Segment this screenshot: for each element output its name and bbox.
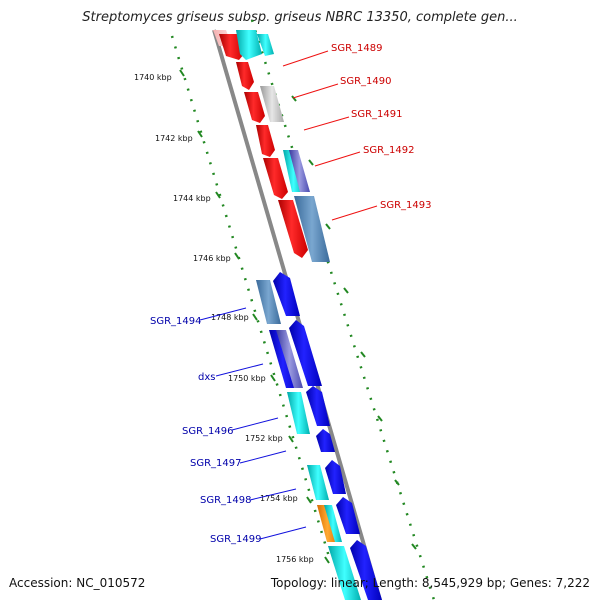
gene-label-sgr-1499[interactable]: SGR_1499: [210, 534, 262, 545]
gene-block[interactable]: [336, 497, 360, 534]
scale-label: 1752 kbp: [245, 434, 283, 443]
genome-title: Streptomyces griseus subsp. griseus NBRC…: [82, 10, 518, 25]
gene-block[interactable]: [263, 158, 288, 199]
gene-block[interactable]: [289, 150, 310, 192]
scale-label: 1744 kbp: [173, 194, 211, 203]
gene-label-sgr-1498[interactable]: SGR_1498: [200, 495, 252, 506]
leader-line: [282, 50, 329, 67]
gene-label-sgr-1494[interactable]: SGR_1494: [150, 316, 202, 327]
gene-block[interactable]: [307, 465, 329, 500]
forward-strand-outer-lane: [236, 30, 330, 262]
gene-label-sgr-1489[interactable]: SGR_1489: [331, 43, 383, 54]
forward-gene-labels: SGR_1489 SGR_1490 SGR_1491 SGR_1492 SGR_…: [282, 43, 432, 221]
gene-block[interactable]: [294, 196, 330, 262]
gene-block[interactable]: [236, 62, 254, 90]
leader-line: [259, 526, 307, 540]
scale-labels: 1740 kbp 1742 kbp 1744 kbp 1746 kbp 1748…: [134, 73, 314, 564]
gene-label-sgr-1492[interactable]: SGR_1492: [363, 145, 415, 156]
gene-block[interactable]: [324, 505, 342, 542]
scale-label: 1748 kbp: [211, 313, 249, 322]
leader-line: [314, 151, 361, 167]
gene-block[interactable]: [257, 34, 274, 56]
leader-line: [331, 205, 378, 221]
gene-block[interactable]: [316, 429, 335, 452]
gene-block[interactable]: [256, 125, 275, 157]
leader-line: [239, 450, 287, 464]
gene-block[interactable]: [256, 280, 281, 324]
leader-line: [249, 488, 297, 501]
gene-label-dxs[interactable]: dxs: [198, 372, 215, 383]
scale-label: 1740 kbp: [134, 73, 172, 82]
leader-line: [231, 417, 279, 431]
gene-block[interactable]: [244, 92, 265, 123]
gene-block[interactable]: [325, 460, 346, 494]
reverse-strand-genes: [256, 272, 382, 600]
gene-label-sgr-1497[interactable]: SGR_1497: [190, 458, 242, 469]
genome-summary-label: Topology: linear; Length: 8,545,929 bp; …: [270, 576, 590, 590]
gene-block[interactable]: [276, 330, 303, 388]
gene-label-sgr-1496[interactable]: SGR_1496: [182, 426, 234, 437]
gene-block[interactable]: [273, 272, 300, 316]
accession-label: Accession: NC_010572: [9, 576, 146, 590]
leader-line: [199, 307, 247, 321]
gene-block[interactable]: [306, 386, 330, 426]
leader-line: [215, 363, 264, 377]
scale-track-dots-right: [250, 19, 436, 600]
gene-block[interactable]: [278, 200, 308, 258]
gene-block[interactable]: [289, 320, 322, 386]
gene-label-sgr-1491[interactable]: SGR_1491: [351, 109, 403, 120]
reverse-gene-labels: SGR_1494 dxs SGR_1496 SGR_1497 SGR_1498 …: [150, 307, 307, 545]
scale-label: 1746 kbp: [193, 254, 231, 263]
gene-label-sgr-1490[interactable]: SGR_1490: [340, 76, 392, 87]
scale-ticks: [179, 69, 417, 564]
gene-block[interactable]: [260, 86, 284, 122]
scale-label: 1756 kbp: [276, 555, 314, 564]
forward-strand-genes: [213, 30, 308, 258]
scale-label: 1754 kbp: [260, 494, 298, 503]
gene-block[interactable]: [287, 392, 310, 434]
gene-block[interactable]: [236, 30, 262, 60]
scale-label: 1750 kbp: [228, 374, 266, 383]
scale-label: 1742 kbp: [155, 134, 193, 143]
leader-line: [292, 83, 339, 99]
gene-label-sgr-1493[interactable]: SGR_1493: [380, 200, 432, 211]
gene-block[interactable]: [350, 540, 382, 600]
gene-block[interactable]: [328, 546, 361, 600]
leader-line: [303, 116, 350, 131]
